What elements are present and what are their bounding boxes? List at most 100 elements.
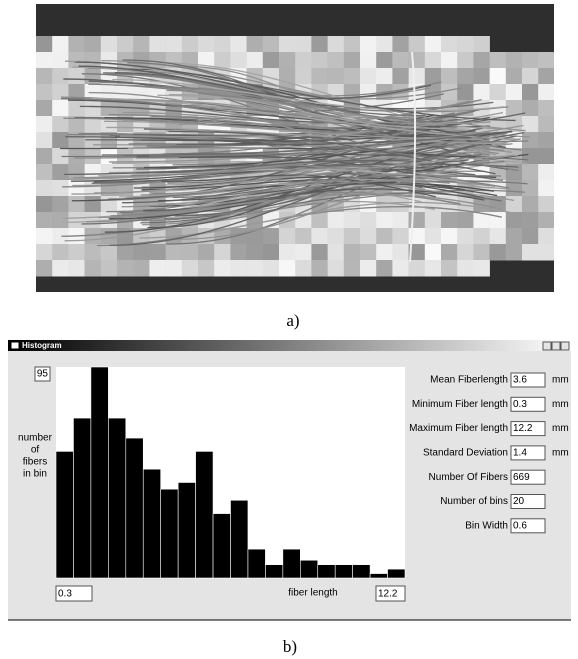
image-block [84,36,102,53]
image-block [262,68,280,85]
image-block [522,84,539,101]
stat-value: 12.2 [513,423,533,434]
image-block [343,228,361,245]
image-block [165,36,183,53]
x-tick-label: 12.2 [378,589,398,600]
image-block [343,68,361,85]
bar [369,573,388,579]
image-block [36,180,53,197]
image-block [84,260,102,277]
fiber [104,120,484,141]
close-button[interactable] [560,341,570,351]
image-block [262,260,280,277]
image-block [424,36,442,53]
image-block [327,260,345,277]
fiber [61,184,425,224]
caption: b) [283,637,297,656]
image-block [84,212,102,229]
image-block [165,100,183,117]
image-block [68,132,85,149]
minimize-button[interactable] [542,341,552,351]
image-block [149,180,166,197]
caption: a) [286,311,299,330]
image-block [360,212,377,229]
x-tick-box [55,585,93,602]
y-axis-label: fibers [23,457,47,468]
stat-label: Bin Width [465,520,508,531]
image-block [68,116,85,133]
image-block [473,52,490,69]
image-block [100,196,118,213]
image-block [100,228,118,245]
image-block [311,68,328,85]
image-block [68,244,85,261]
stat-unit: mm [552,399,569,410]
image-block [360,244,377,261]
window-buttons[interactable] [542,341,570,351]
image-block [489,228,507,245]
fiber [149,140,516,157]
image-block [457,84,474,101]
image-block [84,68,102,85]
image-block [522,100,539,117]
stat-field [510,518,546,534]
image-block [360,260,377,277]
image-block [36,132,53,149]
image-block [327,244,345,261]
fiber [136,153,498,159]
window-icon [10,341,20,350]
image-block [230,228,247,245]
image-block [522,180,539,197]
image-block [117,260,134,277]
fiber [149,99,491,125]
bar [265,564,284,579]
stat-field [510,372,546,388]
image-block [457,228,474,245]
image-block [505,84,523,101]
image-block [68,196,85,213]
image-block [522,164,539,181]
image-block [538,116,554,133]
image-block [327,212,345,229]
image-block [473,68,490,85]
x-axis-label: fiber length [288,588,337,599]
image-block [473,84,490,101]
image-block [424,228,442,245]
fiber [106,174,443,213]
fiber [177,154,514,240]
fiber [178,156,448,181]
stat-label: Minimum Fiber length [412,399,508,410]
image-block [36,52,53,69]
y-axis-label: in bin [23,469,47,480]
image-block [376,52,393,69]
image-block [538,180,554,197]
y-tick-label: 95 [37,369,49,380]
image-block [408,36,426,53]
fiber [122,59,426,117]
image-block [441,260,458,277]
image-block [246,36,264,53]
image-block [68,100,85,117]
image-block [246,244,264,261]
image-block [52,228,69,245]
image-block [473,212,490,229]
image-block [181,244,199,261]
image-block [230,36,247,53]
maximize-button[interactable] [551,341,561,351]
image-block [52,68,69,85]
image-block [68,84,85,101]
image-block [181,260,199,277]
image-block [214,52,231,69]
image-block [327,36,345,53]
image-block [230,244,247,261]
image-block [100,100,118,117]
image-block [424,68,442,85]
image-block [279,260,296,277]
image-block [52,36,69,53]
image-block [538,132,554,149]
fiber [121,170,486,208]
image-block [457,244,474,261]
image-block [295,68,312,85]
image-block [538,100,554,117]
image-block [392,244,409,261]
